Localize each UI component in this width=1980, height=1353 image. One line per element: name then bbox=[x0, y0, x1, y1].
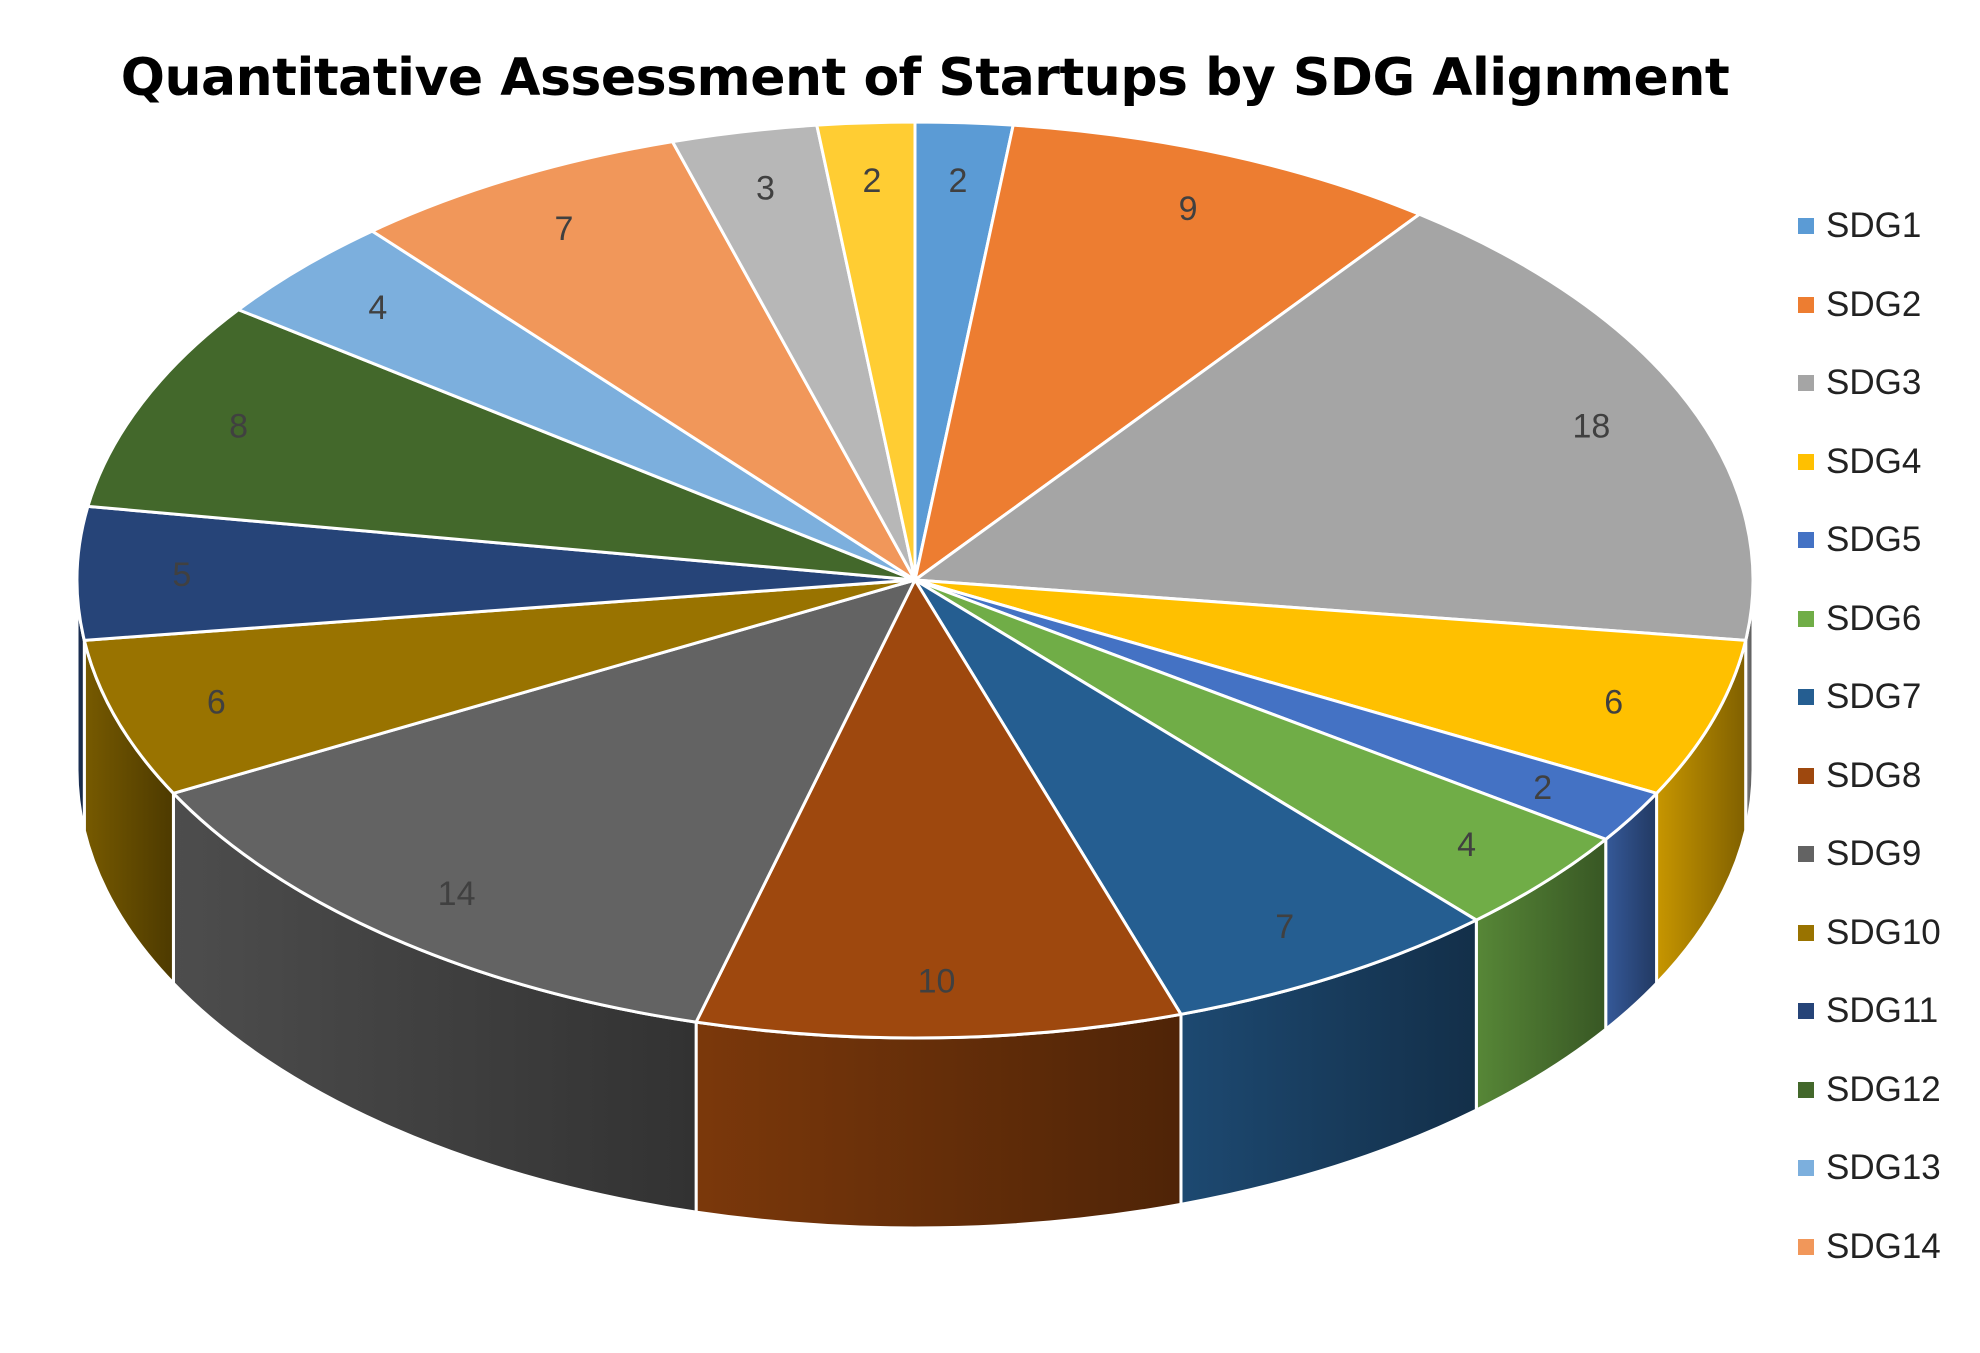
legend-label: SDG4 bbox=[1826, 441, 1922, 481]
legend-label: SDG2 bbox=[1826, 284, 1922, 324]
legend-swatch bbox=[1798, 1160, 1814, 1176]
pie-slice-sdg12 bbox=[86, 308, 917, 582]
legend-item-sdg4: SDG4 bbox=[1798, 442, 1921, 482]
legend-label: SDG10 bbox=[1826, 912, 1941, 952]
data-label-sdg14: 7 bbox=[555, 210, 574, 248]
data-label-sdg12: 8 bbox=[229, 407, 248, 445]
legend-label: SDG7 bbox=[1826, 677, 1922, 716]
legend-item-sdg7: SDG7 bbox=[1798, 677, 1921, 717]
legend-item-sdg11: SDG11 bbox=[1798, 991, 1938, 1031]
legend-item-sdg8: SDG8 bbox=[1798, 756, 1921, 796]
data-label-sdg1: 2 bbox=[949, 162, 968, 200]
legend-label: SDG1 bbox=[1826, 206, 1922, 245]
legend-swatch bbox=[1798, 1003, 1814, 1019]
data-label-slice-15: 2 bbox=[863, 162, 882, 200]
pie-slice-sdg2 bbox=[913, 123, 1421, 582]
legend-item-sdg1: SDG1 bbox=[1798, 206, 1921, 246]
legend-label: SDG6 bbox=[1826, 598, 1922, 638]
pie-slice-sdg6 bbox=[913, 578, 1608, 922]
data-label-sdg4: 6 bbox=[1604, 684, 1623, 722]
pie-slice-sdg13 bbox=[236, 229, 917, 582]
legend-label: SDG12 bbox=[1826, 1069, 1941, 1109]
data-label-sdg2: 9 bbox=[1179, 190, 1198, 228]
legend-item-sdg9: SDG9 bbox=[1798, 834, 1921, 874]
pie-slice-sdg8 bbox=[694, 578, 1183, 1040]
pie-slice-sdg4 bbox=[913, 578, 1748, 795]
legend-item-sdg14: SDG14 bbox=[1798, 1227, 1941, 1267]
pie-slice-sdg9 bbox=[171, 578, 917, 1024]
pie-slice-sdg3 bbox=[913, 212, 1755, 642]
data-label-sdg8: 10 bbox=[918, 963, 956, 1001]
legend-label: SDG9 bbox=[1826, 834, 1922, 873]
pie-slice-sdg14 bbox=[370, 140, 917, 582]
data-label-sdg5: 2 bbox=[1533, 769, 1552, 807]
data-label-sdg6: 4 bbox=[1457, 826, 1476, 864]
legend-swatch bbox=[1798, 1081, 1814, 1098]
data-label-sdg10: 6 bbox=[207, 684, 226, 722]
legend-item-sdg3: SDG3 bbox=[1798, 363, 1921, 403]
pie-slice-15 bbox=[815, 120, 917, 582]
data-label-slice-14: 3 bbox=[756, 170, 775, 208]
legend-swatch bbox=[1798, 1238, 1814, 1255]
legend-label: SDG11 bbox=[1826, 991, 1939, 1030]
data-label-sdg9: 14 bbox=[438, 875, 476, 913]
legend-swatch bbox=[1798, 610, 1814, 627]
legend-swatch bbox=[1798, 846, 1814, 862]
legend-item-sdg10: SDG10 bbox=[1798, 913, 1941, 953]
pie-top bbox=[75, 120, 1755, 1040]
legend-label: SDG14 bbox=[1826, 1226, 1941, 1266]
legend-item-sdg12: SDG12 bbox=[1798, 1070, 1941, 1110]
pie-slice-sdg10 bbox=[82, 578, 917, 795]
data-label-sdg3: 18 bbox=[1572, 407, 1610, 445]
legend-label: SDG3 bbox=[1826, 363, 1922, 402]
pie-side-walls bbox=[75, 579, 1755, 1230]
data-label-sdg11: 5 bbox=[172, 556, 191, 594]
legend-item-sdg13: SDG13 bbox=[1798, 1148, 1941, 1188]
legend-label: SDG13 bbox=[1826, 1148, 1941, 1187]
legend-swatch bbox=[1798, 924, 1814, 941]
legend-item-sdg5: SDG5 bbox=[1798, 520, 1921, 560]
legend-label: SDG8 bbox=[1826, 755, 1922, 795]
legend-swatch bbox=[1798, 375, 1814, 391]
data-labels: 2 9 18 6 2 4 7 10 14 6 5 8 4 7 3 2 bbox=[172, 162, 1623, 1001]
data-label-sdg13: 4 bbox=[368, 289, 387, 327]
legend-swatch bbox=[1798, 218, 1814, 234]
pie-side-sdg8 bbox=[694, 1012, 1183, 1230]
legend-item-sdg2: SDG2 bbox=[1798, 285, 1921, 325]
pie-slice-sdg11 bbox=[75, 504, 917, 642]
data-label-sdg7: 7 bbox=[1275, 908, 1294, 946]
legend-label: SDG5 bbox=[1826, 520, 1922, 559]
chart-title: Quantitative Assessment of Startups by S… bbox=[120, 48, 1730, 108]
pie-slice-sdg7 bbox=[913, 578, 1478, 1016]
legend-swatch bbox=[1798, 689, 1814, 705]
legend-swatch bbox=[1798, 296, 1814, 313]
legend-swatch bbox=[1798, 453, 1814, 470]
legend-item-sdg6: SDG6 bbox=[1798, 599, 1921, 639]
legend-swatch bbox=[1798, 532, 1814, 548]
legend-swatch bbox=[1798, 767, 1814, 784]
